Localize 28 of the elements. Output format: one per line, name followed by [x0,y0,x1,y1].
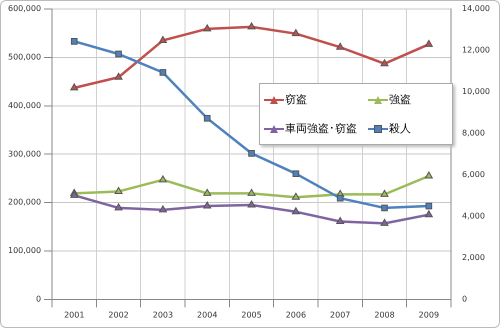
y2-tick-label: 14,000 [462,4,490,14]
legend-label: 強盗 [389,92,411,107]
x-tick-label: 2005 [241,310,262,320]
y2-tick-label: 2,000 [462,252,485,262]
x-tick-label: 2007 [330,310,350,320]
x-tick-label: 2002 [108,310,129,320]
y2-tick-label: 6,000 [462,170,485,180]
y2-tick-label: 8,000 [462,128,485,138]
y2-tick-label: 10,000 [462,87,490,96]
y-tick-label: 100,000 [8,246,42,256]
y2-tick-label: 4,000 [462,212,485,221]
x-tick-label: 2006 [286,310,306,320]
y-tick-label: 300,000 [8,149,42,158]
legend-label: 車両強盗･窃盗 [285,121,357,136]
legend-label: 窃盗 [285,92,307,107]
x-tick-label: 2001 [64,310,84,320]
y2-tick-label: 0 [462,294,468,304]
y-tick-label: 500,000 [8,52,42,62]
legend-label: 殺人 [389,121,411,136]
y-tick-label: 0 [36,294,42,304]
y2-tick-label: 12,000 [462,46,490,55]
y-tick-label: 200,000 [8,198,42,207]
x-tick-label: 2003 [152,310,174,320]
y-tick-label: 600,000 [8,4,42,14]
x-tick-label: 2004 [197,310,218,320]
x-tick-label: 2009 [418,310,440,320]
x-tick-label: 2008 [374,310,395,320]
y-tick-label: 400,000 [8,100,42,110]
